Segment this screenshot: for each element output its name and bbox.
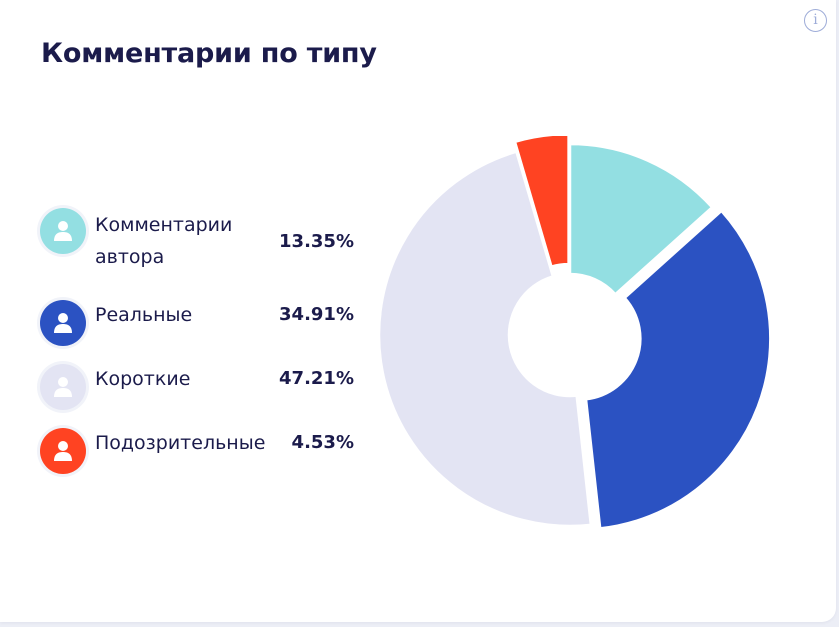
pie-slice-0[interactable] bbox=[568, 142, 714, 296]
legend-value: 13.35% bbox=[279, 231, 354, 252]
legend-label: Реальные bbox=[95, 304, 193, 326]
card-title: Комментарии по типу bbox=[41, 38, 377, 69]
pie-slice-2[interactable] bbox=[377, 150, 593, 528]
pie-slice-3[interactable] bbox=[513, 136, 570, 268]
user-icon bbox=[40, 300, 86, 346]
legend-item-author-comments[interactable]: Комментарии автора 13.35% bbox=[40, 208, 360, 268]
legend-value: 47.21% bbox=[279, 368, 354, 389]
pie-slice-1[interactable] bbox=[584, 209, 772, 530]
legend-item-short[interactable]: Короткие 47.21% bbox=[40, 364, 360, 418]
legend-label: Подозрительные bbox=[95, 432, 266, 454]
legend-label: Короткие bbox=[95, 368, 191, 390]
legend-value: 34.91% bbox=[279, 304, 354, 325]
donut-chart bbox=[377, 136, 772, 530]
legend-item-suspicious[interactable]: Подозрительные 4.53% bbox=[40, 428, 360, 482]
user-icon bbox=[40, 428, 86, 474]
legend-label: Комментарии bbox=[95, 214, 233, 236]
user-icon bbox=[40, 364, 86, 410]
legend-value: 4.53% bbox=[291, 432, 354, 453]
info-icon[interactable]: i bbox=[804, 9, 827, 32]
legend-item-real[interactable]: Реальные 34.91% bbox=[40, 300, 360, 354]
user-icon bbox=[40, 208, 86, 254]
legend-label: автора bbox=[95, 246, 165, 268]
